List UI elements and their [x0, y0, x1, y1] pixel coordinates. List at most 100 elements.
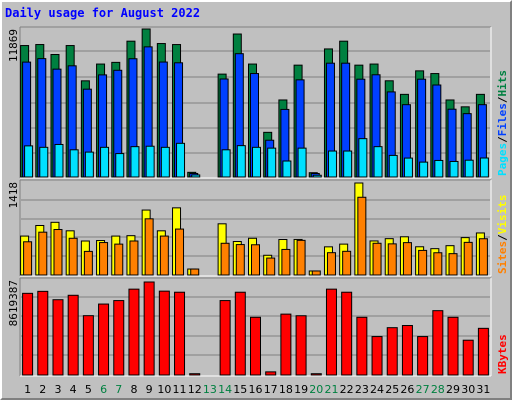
legend: Sites/Visits — [496, 195, 509, 275]
sites-bar — [144, 218, 154, 276]
sites-bar — [175, 228, 185, 276]
legend-separator: / — [496, 234, 509, 241]
pages-bar — [160, 146, 170, 178]
pages-bar — [252, 146, 261, 178]
kbytes-bar — [250, 316, 261, 376]
kbytes-bar — [356, 316, 368, 376]
x-tick-label: 2 — [39, 383, 46, 396]
sites-bar — [23, 241, 33, 276]
pages-bar — [388, 154, 398, 178]
x-tick-label: 24 — [370, 383, 384, 396]
x-tick-label: 10 — [157, 383, 171, 396]
pages-bar — [115, 153, 125, 178]
x-tick-label: 14 — [218, 383, 232, 396]
kbytes-bar — [462, 339, 474, 376]
pages-bar — [54, 143, 64, 178]
kbytes-bar — [265, 371, 277, 376]
sites-bar — [357, 196, 367, 276]
pages-bar — [267, 147, 277, 178]
kbytes-bar — [386, 327, 398, 376]
sites-bar — [448, 253, 458, 276]
x-tick-label: 6 — [100, 383, 107, 396]
kbytes-bar — [37, 290, 49, 376]
x-tick-label: 13 — [203, 383, 217, 396]
kbytes-bar — [280, 313, 292, 376]
sites-bar — [463, 241, 473, 276]
x-tick-label: 28 — [431, 383, 445, 396]
legend-separator: / — [496, 136, 509, 143]
pages-bar — [479, 157, 489, 178]
pages-bar — [449, 160, 459, 178]
kbytes-bar — [477, 327, 489, 376]
page-title: Daily usage for August 2022 — [5, 6, 201, 20]
x-tick-label: 19 — [294, 383, 308, 396]
x-tick-label: 27 — [416, 383, 430, 396]
y-max-label: 11869 — [7, 29, 20, 62]
kbytes-bar — [325, 288, 337, 376]
pages-bar — [100, 146, 110, 178]
sites-bar — [251, 244, 260, 276]
sites-bar — [129, 240, 139, 276]
x-tick-label: 31 — [476, 383, 490, 396]
kbytes-bar — [174, 291, 186, 376]
sites-bar — [68, 237, 78, 276]
pages-bar — [145, 145, 155, 178]
x-tick-label: 26 — [400, 383, 414, 396]
legend: Pages/Files/Hits — [496, 70, 509, 176]
x-tick-label: 29 — [446, 383, 460, 396]
pages-bar — [403, 157, 413, 178]
pages-bar — [358, 138, 368, 178]
x-tick-label: 7 — [115, 383, 122, 396]
pages-bar — [419, 161, 429, 178]
x-tick-label: 22 — [340, 383, 354, 396]
kbytes-bar — [98, 303, 110, 376]
legend-separator: / — [496, 96, 509, 103]
pages-bar — [191, 174, 201, 178]
x-tick-label: 20 — [309, 383, 323, 396]
pages-bar — [39, 146, 49, 178]
sites-bar — [326, 252, 336, 276]
kbytes-bar — [234, 291, 246, 376]
x-tick-label: 18 — [279, 383, 293, 396]
pages-bar — [312, 174, 322, 178]
x-tick-label: 11 — [173, 383, 187, 396]
pages-bar — [373, 146, 383, 178]
pages-bar — [236, 145, 246, 178]
kbytes-bar — [158, 290, 170, 376]
sites-bar — [387, 243, 397, 276]
kbytes-bar — [219, 300, 231, 376]
legend-item-files: Files — [496, 103, 509, 136]
pages-bar — [464, 159, 474, 178]
legend-item-hits: Hits — [496, 70, 509, 97]
sites-bar — [433, 252, 443, 276]
pages-bar — [84, 151, 94, 178]
sites-bar — [402, 242, 412, 276]
x-tick-label: 23 — [355, 383, 369, 396]
pages-bar — [176, 142, 186, 178]
x-tick-label: 12 — [188, 383, 202, 396]
kbytes-bar — [52, 299, 64, 376]
sites-bar — [220, 242, 230, 276]
kbytes-bar — [432, 310, 444, 376]
kbytes-bar — [310, 373, 322, 376]
sites-bar — [342, 250, 352, 276]
kbytes-bar — [113, 300, 125, 376]
pages-bar — [69, 149, 79, 178]
kbytes-bar — [371, 336, 383, 376]
legend-item-pages: Pages — [496, 143, 509, 176]
sites-bar — [114, 243, 124, 276]
sites-bar — [83, 250, 93, 276]
x-tick-label: 21 — [324, 383, 338, 396]
kbytes-bar — [128, 288, 140, 376]
x-tick-label: 1 — [24, 383, 31, 396]
kbytes-bar — [82, 315, 94, 376]
sites-bar — [99, 242, 109, 276]
pages-bar — [434, 159, 444, 178]
kbytes-bar — [143, 281, 155, 376]
sites-bar — [159, 235, 169, 276]
sites-bar — [296, 239, 306, 276]
kbytes-bar — [22, 292, 34, 376]
x-tick-label: 17 — [264, 383, 278, 396]
sites-bar — [266, 257, 276, 276]
